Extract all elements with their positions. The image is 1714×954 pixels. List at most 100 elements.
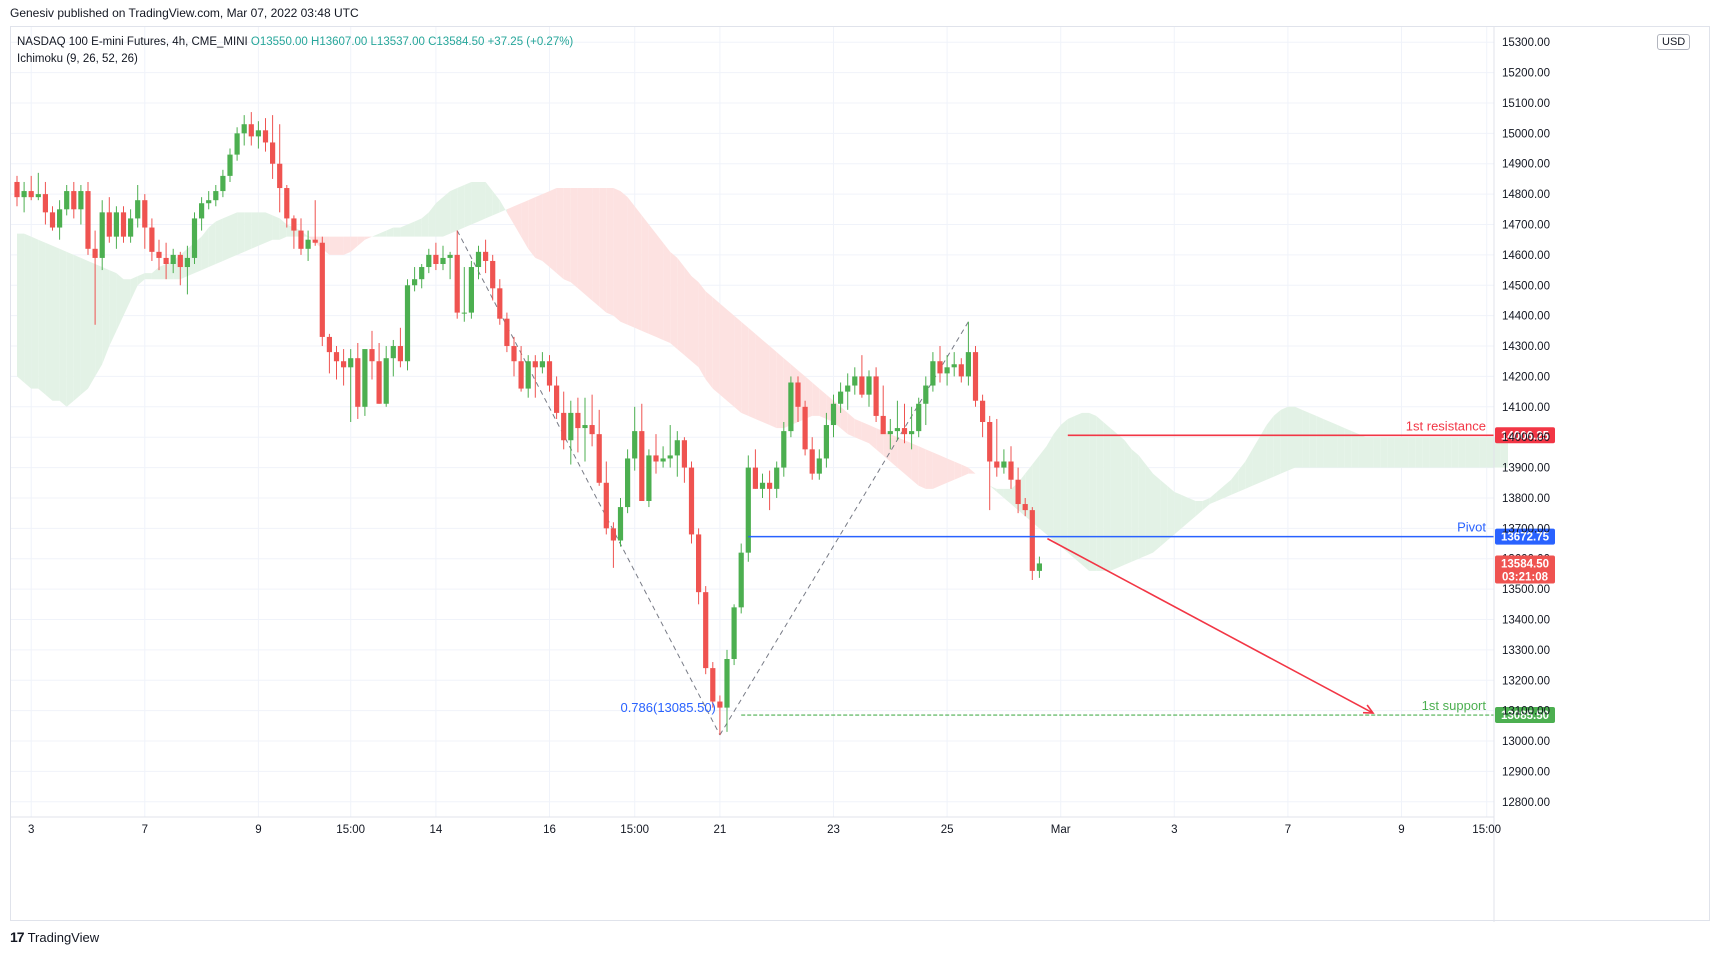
candle <box>923 376 929 426</box>
candle <box>703 586 709 675</box>
candle <box>681 437 687 483</box>
candle-body <box>674 440 680 456</box>
candle-body <box>575 412 581 429</box>
price-axis[interactable]: 12800.00 12900.00 13000.00 13100.00 13200.00… <box>1493 27 1555 922</box>
cloud-segment <box>1067 415 1075 559</box>
candle <box>909 406 915 450</box>
cloud-segment <box>1138 455 1146 559</box>
cloud-segment <box>776 352 784 429</box>
cloud-segment <box>166 260 174 280</box>
candle <box>525 355 531 398</box>
candle-body <box>71 191 77 210</box>
price-tick-label: 12900.00 <box>1502 766 1550 778</box>
cloud-segment <box>1181 494 1189 529</box>
candle-body <box>64 191 70 210</box>
candle <box>823 412 829 468</box>
time-tick-label: 3 <box>1171 824 1177 836</box>
candle-body <box>142 200 148 228</box>
candle <box>873 367 879 422</box>
cloud-segment <box>691 276 699 368</box>
candle-body <box>731 607 737 659</box>
support-badge-text: 13085.50 <box>1501 710 1549 722</box>
cloud-segment <box>1415 437 1423 468</box>
candle <box>333 346 340 380</box>
candle <box>376 343 382 404</box>
cloud-segment <box>1451 437 1459 468</box>
cloud-segment <box>343 236 351 255</box>
candle-body <box>234 133 240 155</box>
candle-body <box>916 403 922 432</box>
candle-body <box>518 361 524 389</box>
candle <box>532 355 538 398</box>
cloud-segment <box>1394 437 1402 468</box>
cloud-segment <box>386 227 394 237</box>
candle-body <box>980 400 986 422</box>
price-tick-label: 15100.00 <box>1502 98 1550 110</box>
candle-body <box>440 257 446 264</box>
candle <box>1022 497 1028 517</box>
cloud-segment <box>1266 415 1274 480</box>
candle-body <box>937 361 943 374</box>
candle <box>14 175 20 207</box>
cloud-segment <box>748 327 756 419</box>
cloud-segment <box>918 446 926 489</box>
cloud-segment <box>1202 497 1210 511</box>
candle <box>85 181 91 255</box>
candle-body <box>546 361 553 386</box>
price-tick-label: 14400.00 <box>1502 311 1550 323</box>
cloud-segment <box>1003 488 1011 505</box>
cloud-segment <box>705 291 713 389</box>
candle-body <box>199 203 205 219</box>
cloud-segment <box>379 230 387 237</box>
cloud-segment <box>1493 437 1501 468</box>
cloud-segment <box>648 224 656 337</box>
candle-body <box>305 239 311 249</box>
time-axis[interactable]: 3 7 9 15:00 14 16 15:00 21 23 25 Mar 3 7 9 15:00 <box>11 816 1501 836</box>
candle <box>724 649 730 732</box>
candle <box>298 218 304 255</box>
candle <box>795 376 801 422</box>
candle <box>625 449 631 514</box>
candle-body <box>1001 461 1007 468</box>
candle-body <box>1015 479 1021 505</box>
chart-frame[interactable]: 1st resistance 14006.25 Pivot 13672.75 1st s… <box>10 26 1711 922</box>
candle <box>383 346 389 407</box>
last-price-badge-bg <box>1495 555 1555 584</box>
cloud-segment <box>592 188 600 307</box>
cloud-segment <box>230 212 238 258</box>
candle-body <box>149 227 155 252</box>
candle <box>916 397 922 438</box>
candle <box>994 418 1000 477</box>
candle-body <box>774 467 780 489</box>
candle-body <box>717 701 723 708</box>
candle <box>653 434 659 474</box>
candle-body <box>873 376 879 416</box>
cloud-segment <box>272 215 280 240</box>
candle <box>589 394 595 447</box>
candle <box>227 148 233 182</box>
legend-indicator[interactable]: Ichimoku (9, 26, 52, 26) <box>17 53 138 65</box>
candle <box>667 425 673 468</box>
cloud-segment <box>428 203 436 237</box>
candle <box>490 254 496 301</box>
projection-arrow-head <box>1362 704 1375 714</box>
cloud-segment <box>322 236 330 255</box>
cloud-segment <box>528 197 536 258</box>
candle <box>745 455 751 562</box>
chart-canvas[interactable]: 1st resistance 14006.25 Pivot 13672.75 1st s… <box>11 27 1711 922</box>
cloud-segment <box>45 242 53 401</box>
candle-body <box>568 412 574 441</box>
candle-body <box>1022 504 1028 511</box>
cloud-segment <box>80 257 88 395</box>
candle <box>312 200 318 246</box>
last-price-value: 13584.50 <box>1501 558 1549 570</box>
cloud-segment <box>1252 437 1260 486</box>
currency-badge[interactable]: USD <box>1657 34 1691 50</box>
cloud-segment <box>911 443 919 486</box>
time-tick-label: 15:00 <box>620 824 649 836</box>
cloud-segment <box>1074 412 1082 565</box>
cloud-segment <box>1358 434 1366 468</box>
resistance-label: 1st resistance <box>1406 418 1486 433</box>
candle <box>426 248 432 274</box>
